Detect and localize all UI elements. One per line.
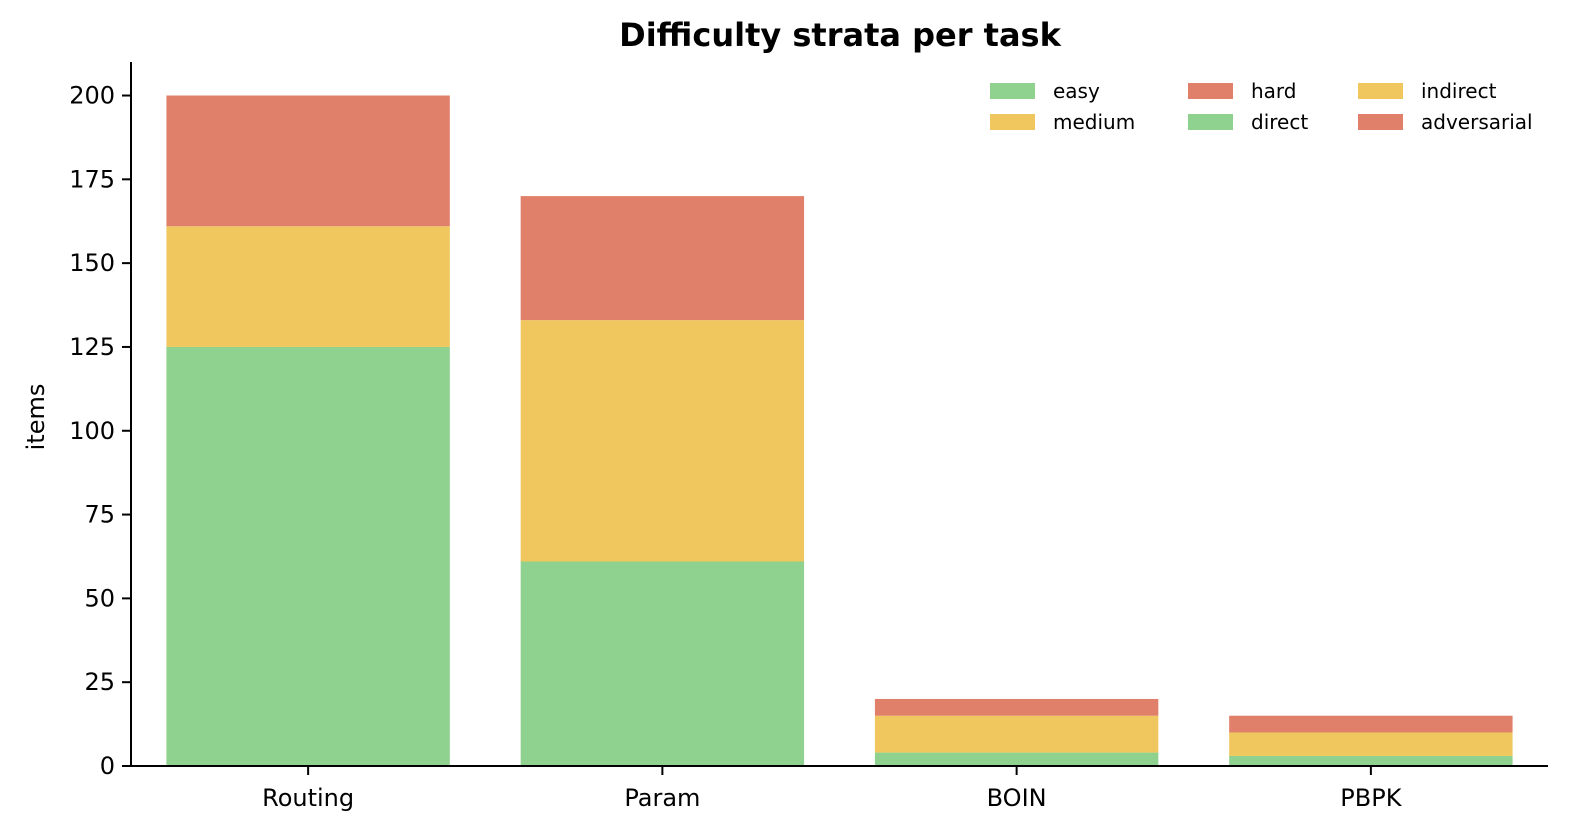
legend-swatch-adversarial [1358,114,1403,130]
legend-label-medium: medium [1053,110,1135,134]
bar-pbpk-indirect [1229,732,1513,756]
bar-pbpk-adversarial [1229,715,1513,733]
y-tick-label-150: 150 [69,249,115,277]
axes-group: 0 25 50 75 100 125 150 175 200 Routing Param BOIN PB… [69,62,1548,812]
legend-label-easy: easy [1053,79,1100,103]
y-tick-label-175: 175 [69,165,115,193]
legend-label-direct: direct [1251,110,1308,134]
chart-title: Difficulty strata per task [619,16,1061,54]
bar-param-medium [520,320,805,562]
legend-label-indirect: indirect [1421,79,1497,103]
y-axis-label: items [22,384,50,451]
y-tick-label-100: 100 [69,417,115,445]
legend-label-hard: hard [1251,79,1297,103]
bar-param-hard [520,196,805,321]
legend-swatch-hard [1188,83,1233,99]
y-tick-label-50: 50 [84,584,115,612]
x-tick-label-routing: Routing [262,784,354,812]
bar-boin-adversarial [874,698,1159,716]
bar-pbpk-direct [1229,755,1513,766]
bar-routing-easy [166,346,450,766]
x-tick-label-param: Param [624,784,700,812]
legend-swatch-indirect [1358,83,1403,99]
bar-param-easy [520,561,805,766]
legend-label-adversarial: adversarial [1421,110,1533,134]
legend: easy medium hard direct indirect adversarial [990,79,1533,134]
bars-group [166,95,1513,766]
y-tick-label-125: 125 [69,333,115,361]
legend-swatch-easy [990,83,1035,99]
bar-routing-hard [166,95,450,227]
y-tick-label-75: 75 [84,501,115,529]
bar-boin-indirect [874,715,1159,753]
y-tick-label-200: 200 [69,82,115,110]
bar-boin-direct [874,752,1159,766]
bar-routing-medium [166,226,450,347]
legend-swatch-direct [1188,114,1233,130]
legend-swatch-medium [990,114,1035,130]
y-tick-label-25: 25 [84,668,115,696]
y-tick-label-0: 0 [100,752,115,780]
x-tick-label-pbpk: PBPK [1340,784,1402,812]
x-tick-label-boin: BOIN [987,784,1047,812]
